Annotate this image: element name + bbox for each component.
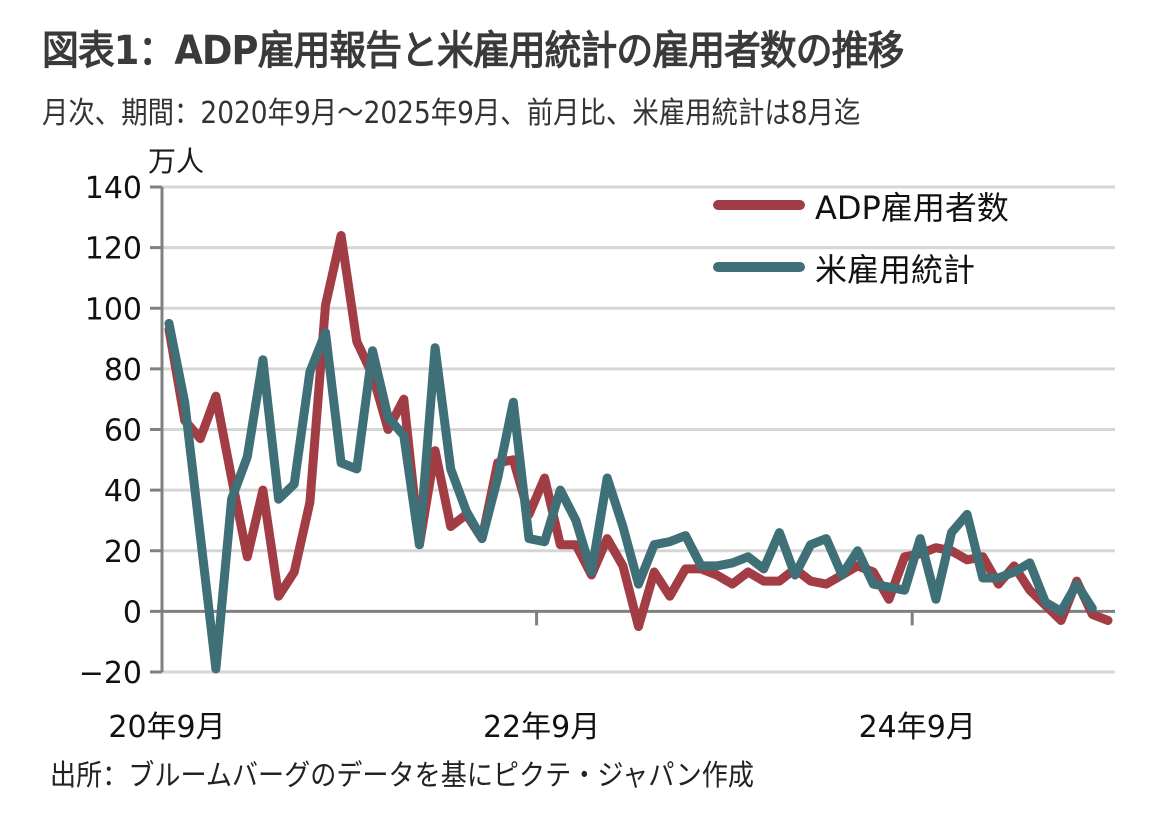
y-tick-label: 60 (104, 414, 142, 449)
x-axis-ticks: 20年9月 22年9月 24年9月 (108, 611, 976, 745)
legend-label: ADP雇用者数 (815, 189, 1009, 227)
x-tick-label: 24年9月 (859, 710, 976, 745)
y-tick-label: 20 (104, 535, 142, 570)
y-tick-label: 120 (85, 232, 142, 267)
source-note: 出所：ブルームバーグのデータを基にピクテ・ジャパン作成 (50, 758, 754, 792)
series-line-bls (164, 318, 1097, 674)
y-axis-unit-label: 万人 (148, 145, 205, 178)
y-tick-label: 140 (85, 171, 142, 206)
y-tick-label: 0 (123, 595, 142, 630)
y-tick-label: −20 (79, 656, 142, 691)
x-tick-label: 20年9月 (108, 710, 225, 745)
chart-title: 図表1：ADP雇用報告と米雇用統計の雇用者数の推移 (42, 28, 904, 74)
y-axis-ticks: −20 0 20 40 60 80 100 120 140 (79, 171, 162, 691)
x-tick-label: 22年9月 (483, 710, 600, 745)
series-lines (164, 231, 1113, 674)
chart-subtitle: 月次、期間：2020年9月～2025年9月、前月比、米雇用統計は8月迄 (42, 96, 861, 131)
legend-label: 米雇用統計 (815, 251, 975, 289)
y-tick-label: 40 (104, 474, 142, 509)
y-tick-label: 100 (85, 292, 142, 327)
y-tick-label: 80 (104, 353, 142, 388)
